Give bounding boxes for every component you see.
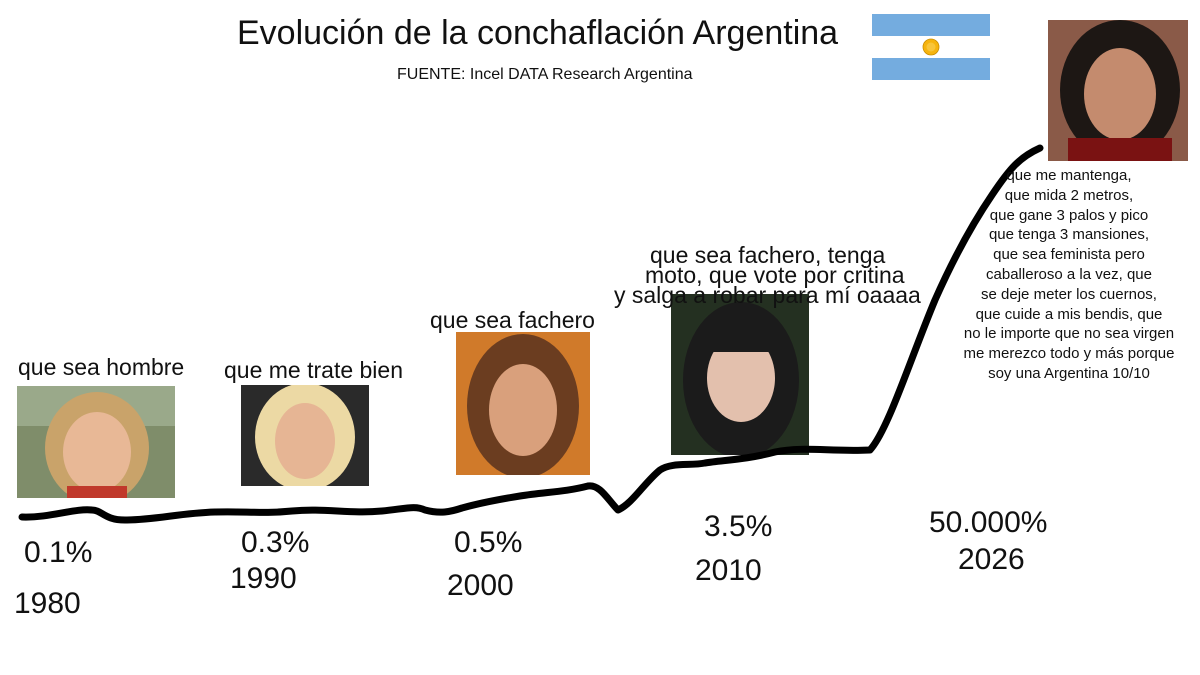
year-label-1980: 1980 [14,587,81,620]
caption-2026: que me mantenga, que mida 2 metros, que … [940,166,1198,384]
flag-top-stripe [872,14,990,36]
chart-title: Evolución de la conchaflación Argentina [237,14,839,52]
portrait-2010 [671,294,809,455]
year-label-1990: 1990 [230,562,297,595]
caption-2026-line: que me mantenga, [1006,167,1132,184]
caption-2026-line: que mida 2 metros, [1004,186,1134,204]
value-label-1980: 0.1% [24,536,93,569]
caption-2026-line: que cuide a mis bendis, que [975,305,1163,323]
year-label-2010: 2010 [695,554,762,587]
value-label-2026: 50.000% [929,506,1048,539]
year-label-2026: 2026 [958,543,1025,576]
caption-2026-line: soy una Argentina 10/10 [988,364,1150,382]
caption-1980: que sea hombre [18,354,185,380]
portrait-2000 [456,332,590,475]
caption-2026-line: que gane 3 palos y pico [989,206,1149,224]
chart-subtitle: FUENTE: Incel DATA Research Argentina [397,66,693,83]
portrait-1980 [17,386,175,498]
flag-bottom-stripe [872,58,990,80]
caption-2026-line: se deje meter los cuernos, [981,285,1157,303]
caption-2010-line: que sea fachero, tenga [650,242,886,268]
portrait-2026 [1048,20,1188,161]
caption-2026-line: no le importe que no sea virgen [963,325,1175,343]
caption-2026-line: me merezco todo y más porque [963,345,1175,363]
caption-2026-line: que tenga 3 mansiones, [988,226,1150,244]
argentina-flag-icon [872,14,990,80]
caption-1990: que me trate bien [224,357,404,383]
year-label-2000: 2000 [447,569,514,602]
caption-2026-line: que sea feminista pero [993,246,1145,264]
value-label-2010: 3.5% [704,510,773,543]
caption-2010-line: y salga a robar para mí oaaaa [614,282,921,308]
value-label-2000: 0.5% [454,526,523,559]
caption-2010-line: moto, que vote por critina [645,262,905,288]
portrait-1990 [241,385,369,486]
value-label-1990: 0.3% [241,526,310,559]
flag-sun-icon [922,38,940,56]
caption-2000: que sea fachero [430,307,595,333]
caption-2026-line: caballeroso a la vez, que [986,265,1152,283]
trend-line [18,144,1044,524]
